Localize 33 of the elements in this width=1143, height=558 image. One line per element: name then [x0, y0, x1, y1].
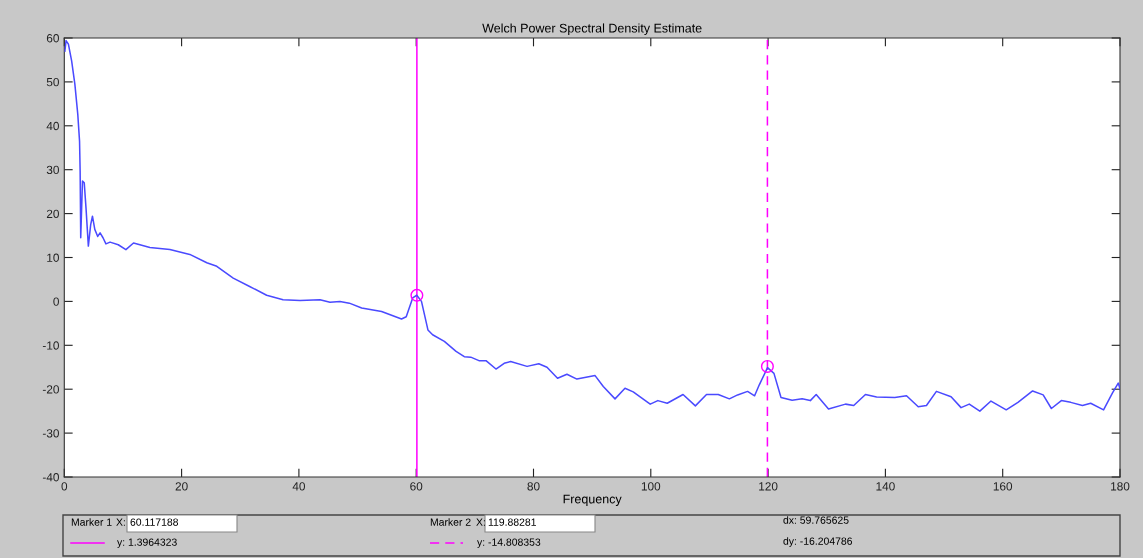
- x-tick-label: 80: [527, 482, 540, 491]
- x-tick-label: 100: [641, 482, 661, 491]
- y-tick-label: -10: [42, 341, 59, 350]
- x-tick-label: 20: [175, 482, 188, 491]
- y-tick-label: 0: [53, 297, 59, 306]
- y-tick-label: -40: [42, 473, 59, 482]
- text: dx: 59.765625: [783, 516, 849, 524]
- y-tick-label: 40: [46, 121, 59, 131]
- x-tick-label: 180: [1111, 482, 1130, 491]
- y-tick-label: 20: [46, 209, 59, 218]
- chart-title: Welch Power Spectral Density Estimate: [482, 23, 702, 36]
- y-tick-label: -20: [42, 385, 59, 394]
- text: X:: [116, 518, 125, 526]
- y-tick-label: -30: [42, 429, 59, 438]
- x-tick-label: 0: [61, 482, 68, 491]
- y-tick-label: 50: [46, 77, 59, 87]
- x-tick-label: 160: [993, 482, 1013, 491]
- text: X:: [476, 518, 485, 526]
- text: 119.88281: [488, 518, 536, 526]
- x-tick-label: 60: [410, 482, 423, 491]
- y-tick-label: 10: [47, 253, 59, 262]
- text: Marker 2: [430, 518, 471, 526]
- text: dy: -16.204786: [783, 537, 853, 547]
- text: Marker 1: [71, 518, 112, 526]
- x-axis-title: Frequency: [563, 494, 622, 506]
- y-tick-label: 30: [46, 165, 59, 175]
- text: y: -14.808353: [477, 538, 541, 548]
- y-tick-label: 60: [46, 34, 59, 43]
- x-tick-label: 40: [292, 482, 305, 491]
- text: y: 1.3964323: [117, 538, 177, 548]
- text: 60.117188: [130, 518, 179, 526]
- x-tick-label: 140: [876, 482, 895, 491]
- x-tick-label: 120: [759, 482, 778, 491]
